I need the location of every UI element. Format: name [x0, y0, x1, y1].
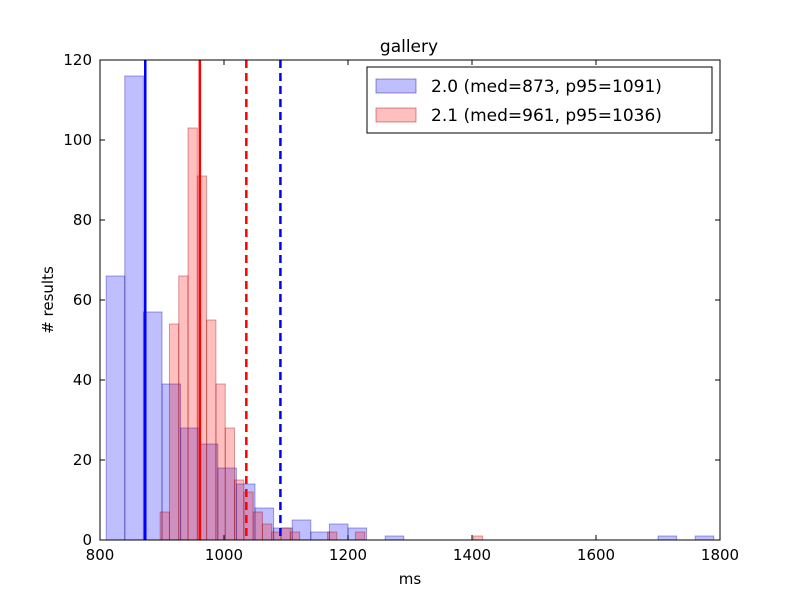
- histogram-bar-2-1-10: [252, 511, 263, 541]
- histogram-bar-2-1-5: [206, 319, 217, 541]
- legend-swatch-2-1: [375, 107, 417, 123]
- y-tick-label: 100: [63, 131, 92, 149]
- histogram-bar-2-1-14: [289, 531, 301, 541]
- histogram-bar-2-0-15: [384, 535, 405, 541]
- series-2-0-bars: [105, 75, 715, 541]
- histogram-bar-2-0-0: [105, 275, 126, 541]
- histogram-bar-2-1-6: [215, 383, 226, 541]
- y-tick-label: 120: [63, 51, 92, 69]
- histogram-bar-2-1-18: [327, 531, 338, 541]
- legend: 2.0 (med=873, p95=1091) 2.1 (med=961, p9…: [366, 66, 713, 134]
- histogram-bar-2-0-16: [657, 535, 678, 541]
- legend-box: [366, 66, 713, 134]
- x-tick-label: 1600: [577, 546, 615, 564]
- x-tick-label: 1200: [329, 546, 367, 564]
- histogram-bar-2-1-0: [159, 511, 170, 541]
- histogram-bar-2-0-1: [124, 75, 144, 541]
- histogram-bar-2-1-21: [354, 531, 366, 541]
- median-p95-lines: [144, 60, 282, 540]
- histogram-bar-2-1-13: [280, 527, 291, 541]
- x-tick-label: 800: [86, 546, 115, 564]
- x-tick-label: 1800: [701, 546, 739, 564]
- histogram-bar-2-1-22: [472, 535, 484, 541]
- chart-title: gallery: [380, 37, 438, 57]
- y-tick-label: 20: [73, 451, 92, 469]
- histogram-bar-2-0-11: [310, 531, 330, 541]
- y-tick-label: 0: [82, 531, 92, 549]
- histogram-bar-2-1-1: [168, 323, 180, 541]
- x-tick-label: 1400: [453, 546, 491, 564]
- legend-label-2-0: 2.0 (med=873, p95=1091): [431, 77, 662, 97]
- legend-label-2-1: 2.1 (med=961, p95=1036): [431, 106, 662, 126]
- y-axis-ticks: 0 20 40 60 80 100 120: [63, 51, 720, 549]
- y-tick-label: 60: [73, 291, 92, 309]
- x-axis-label: ms: [399, 570, 422, 588]
- histogram-bar-2-1-11: [261, 523, 273, 541]
- x-axis-ticks: 800 1000 1200 1400 1600 1800: [86, 60, 739, 564]
- legend-swatch-2-0: [375, 78, 417, 94]
- series-2-1-bars: [159, 127, 484, 541]
- histogram-bar-2-1-7: [224, 427, 236, 541]
- x-tick-label: 1000: [205, 546, 243, 564]
- histogram-bar-2-1-2: [178, 275, 189, 541]
- histogram-bar-2-1-8: [234, 479, 245, 541]
- y-tick-label: 80: [73, 211, 92, 229]
- y-axis-label: # results: [39, 266, 57, 334]
- y-tick-label: 40: [73, 371, 92, 389]
- histogram-bar-2-1-3: [187, 127, 198, 541]
- histogram-bar-2-0-17: [694, 535, 715, 541]
